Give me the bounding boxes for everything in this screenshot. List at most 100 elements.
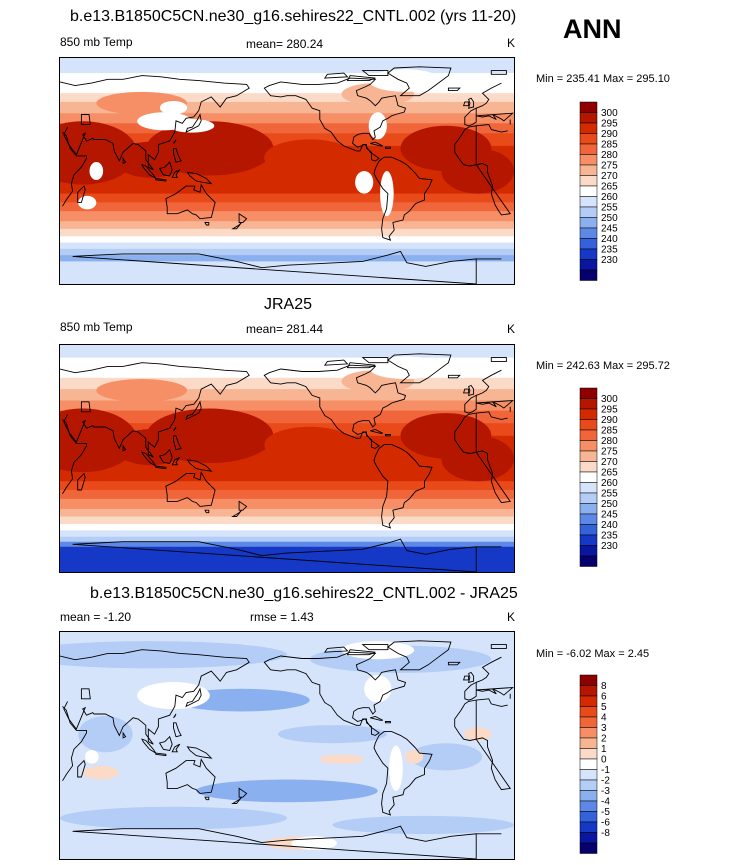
colorbar-box — [579, 387, 598, 399]
units-label: K — [507, 322, 516, 336]
coastline — [387, 353, 452, 384]
colorbar-box — [579, 429, 598, 441]
coastline — [447, 87, 461, 92]
colorbar-box — [579, 217, 598, 229]
colorbar-tick-label: 235 — [601, 531, 618, 542]
colorbar-tick-label: 285 — [601, 426, 618, 437]
coastline — [158, 448, 173, 465]
coastline — [384, 146, 391, 149]
colorbar-tick-label: -2 — [601, 776, 610, 787]
coastline — [60, 362, 514, 458]
coastline — [361, 644, 389, 651]
colorbar-tick-label: 2 — [601, 734, 607, 745]
coastline — [454, 412, 477, 454]
coastline — [122, 444, 127, 452]
coastline — [387, 640, 452, 671]
colorbar-box — [579, 779, 598, 791]
coastline — [462, 101, 470, 107]
coastline — [173, 147, 182, 163]
colorbar-box — [579, 695, 598, 707]
coastline — [464, 107, 477, 127]
units-label: K — [507, 610, 516, 624]
colorbar-tick-label: 275 — [601, 161, 618, 172]
minmax-label: Min = -6.02 Max = 2.45 — [536, 648, 650, 660]
colorbar-box — [579, 758, 598, 770]
colorbar-box — [579, 248, 598, 260]
colorbar-box — [579, 492, 598, 504]
coastlines — [60, 353, 514, 572]
colorbar-box — [579, 461, 598, 473]
colorbar-tick-label: 250 — [601, 213, 618, 224]
coastline — [171, 169, 181, 178]
coastline — [173, 713, 177, 719]
colorbar-box — [579, 196, 598, 208]
coastline — [122, 156, 127, 165]
colorbar-obs: 300 295 290 285 280 275 270 265 260 255 250 245 240 2… — [579, 387, 659, 567]
mean-label: mean= 280.24 — [246, 37, 324, 51]
field-label: 850 mb Temp — [60, 35, 133, 49]
panel-title: b.e13.B1850C5CN.ne30_g16.sehires22_CNTL.… — [70, 8, 517, 25]
colorbar-tick-label: 290 — [601, 129, 618, 140]
coastline — [462, 388, 470, 394]
colorbar-box — [579, 503, 598, 515]
colorbar-tick-label: 0 — [601, 755, 607, 766]
colorbar-box — [579, 737, 598, 749]
colorbar-box — [579, 112, 598, 124]
coastline — [77, 472, 86, 491]
coastline — [155, 752, 167, 757]
coastline — [361, 357, 389, 364]
coastline — [60, 649, 514, 745]
colorbar-tick-label: 230 — [601, 255, 618, 266]
coastline — [263, 77, 407, 162]
panel-title: b.e13.B1850C5CN.ne30_g16.sehires22_CNTL.… — [90, 585, 518, 602]
coastline — [72, 250, 502, 284]
colorbar-box — [579, 419, 598, 431]
coastline — [454, 699, 477, 741]
colorbar-box — [579, 545, 598, 557]
colorbar-tick-label: 275 — [601, 447, 618, 458]
colorbar-box — [579, 706, 598, 718]
colorbar-box — [579, 821, 598, 833]
colorbar-tick-label: 260 — [601, 478, 618, 489]
coastline — [72, 825, 502, 859]
colorbar-tick-label: 265 — [601, 182, 618, 193]
colorbar-box — [579, 727, 598, 739]
colorbar-tick-label: 265 — [601, 468, 618, 479]
coastline — [373, 156, 433, 241]
coastline — [370, 141, 384, 147]
panel-title: JRA25 — [264, 296, 313, 313]
colorbar-box — [579, 227, 598, 239]
colorbar-box — [579, 811, 598, 823]
colorbar-tick-label: 285 — [601, 140, 618, 151]
colorbar-box — [579, 185, 598, 197]
colorbar-tick-label: 240 — [601, 234, 618, 245]
colorbar-tick-label: 3 — [601, 723, 607, 734]
coastline — [373, 731, 433, 816]
colorbar-tick-label: 240 — [601, 520, 618, 531]
colorbar-tick-label: 260 — [601, 192, 618, 203]
colorbar-box — [579, 175, 598, 187]
coastline — [173, 426, 177, 432]
colorbar-box — [579, 164, 598, 176]
colorbar-tick-label: 295 — [601, 119, 618, 130]
coastline — [467, 671, 475, 684]
coastline — [204, 796, 210, 801]
colorbar-box — [579, 259, 598, 271]
coastline — [323, 646, 349, 653]
colorbar-box — [579, 674, 598, 686]
coastline — [238, 212, 248, 223]
coastline — [185, 400, 202, 421]
coastline — [238, 787, 248, 798]
coastline — [122, 731, 127, 739]
colorbar-tick-label: 290 — [601, 415, 618, 426]
coastline — [80, 114, 91, 125]
coastline — [370, 716, 384, 721]
colorbar-tick-label: 250 — [601, 499, 618, 510]
mean-label: mean = -1.20 — [60, 610, 132, 624]
coastline — [447, 374, 461, 379]
coastline — [62, 411, 511, 504]
colorbar-box — [579, 555, 598, 567]
colorbar-tick-label: 300 — [601, 394, 618, 405]
coastline — [158, 161, 173, 177]
coastline — [204, 222, 210, 226]
